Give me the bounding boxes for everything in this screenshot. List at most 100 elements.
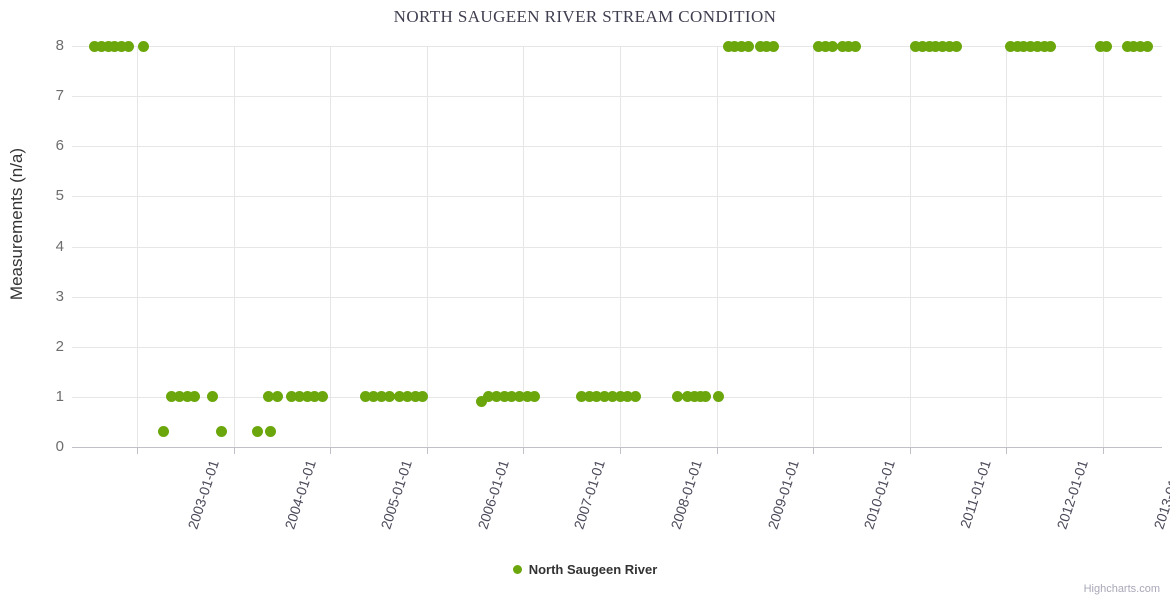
- data-point[interactable]: [287, 392, 297, 402]
- data-point[interactable]: [944, 41, 954, 51]
- data-point[interactable]: [117, 41, 127, 51]
- data-point[interactable]: [522, 392, 532, 402]
- data-point[interactable]: [182, 392, 192, 402]
- data-point[interactable]: [844, 41, 854, 51]
- data-point[interactable]: [623, 392, 633, 402]
- data-point[interactable]: [701, 392, 711, 402]
- data-point[interactable]: [384, 392, 394, 402]
- data-point[interactable]: [911, 41, 921, 51]
- data-point[interactable]: [828, 41, 838, 51]
- data-point[interactable]: [762, 41, 772, 51]
- data-point[interactable]: [1012, 41, 1022, 51]
- data-point[interactable]: [418, 392, 428, 402]
- data-point[interactable]: [1129, 41, 1139, 51]
- x-gridline: [716, 46, 718, 447]
- data-point[interactable]: [1019, 41, 1029, 51]
- data-point[interactable]: [123, 41, 133, 51]
- data-point[interactable]: [938, 41, 948, 51]
- data-point[interactable]: [837, 41, 847, 51]
- data-point[interactable]: [310, 392, 320, 402]
- data-point[interactable]: [103, 41, 113, 51]
- data-point[interactable]: [190, 392, 200, 402]
- data-point[interactable]: [484, 392, 494, 402]
- legend-item-label[interactable]: North Saugeen River: [528, 562, 658, 577]
- data-point[interactable]: [216, 427, 226, 437]
- data-point[interactable]: [814, 41, 824, 51]
- data-point[interactable]: [737, 41, 747, 51]
- data-point[interactable]: [1005, 41, 1015, 51]
- data-point[interactable]: [376, 392, 386, 402]
- data-point[interactable]: [924, 41, 934, 51]
- data-point[interactable]: [730, 41, 740, 51]
- x-axis-tick: [426, 448, 428, 454]
- data-point[interactable]: [89, 41, 99, 51]
- data-point[interactable]: [395, 392, 405, 402]
- data-point[interactable]: [714, 392, 724, 402]
- data-point[interactable]: [584, 392, 594, 402]
- data-point[interactable]: [1026, 41, 1036, 51]
- data-point[interactable]: [530, 392, 540, 402]
- data-point[interactable]: [499, 392, 509, 402]
- data-point[interactable]: [477, 397, 487, 407]
- data-point[interactable]: [1039, 41, 1049, 51]
- data-point[interactable]: [265, 427, 275, 437]
- data-point[interactable]: [917, 41, 927, 51]
- chart-legend[interactable]: North Saugeen River: [0, 562, 1170, 577]
- data-point[interactable]: [695, 392, 705, 402]
- data-point[interactable]: [1032, 41, 1042, 51]
- x-axis-tick-label: 2003-01-01: [184, 458, 222, 532]
- data-point[interactable]: [607, 392, 617, 402]
- data-point[interactable]: [410, 392, 420, 402]
- data-point[interactable]: [1142, 41, 1152, 51]
- data-point[interactable]: [253, 427, 263, 437]
- data-point[interactable]: [576, 392, 586, 402]
- data-point[interactable]: [615, 392, 625, 402]
- data-point[interactable]: [402, 392, 412, 402]
- highcharts-credits[interactable]: Highcharts.com: [1083, 583, 1160, 595]
- x-axis-line: [72, 447, 1162, 448]
- data-point[interactable]: [96, 41, 106, 51]
- data-point[interactable]: [755, 41, 765, 51]
- x-gridline: [233, 46, 235, 447]
- data-point[interactable]: [507, 392, 517, 402]
- data-point[interactable]: [851, 41, 861, 51]
- y-axis-tick-label: 2: [55, 337, 64, 355]
- data-point[interactable]: [175, 392, 184, 402]
- data-point[interactable]: [361, 392, 371, 402]
- data-point[interactable]: [821, 41, 831, 51]
- y-gridline: [72, 46, 1162, 47]
- data-point[interactable]: [723, 41, 733, 51]
- data-point[interactable]: [769, 41, 779, 51]
- data-point[interactable]: [673, 392, 683, 402]
- data-point[interactable]: [600, 392, 610, 402]
- data-point[interactable]: [491, 392, 501, 402]
- data-point[interactable]: [110, 41, 120, 51]
- data-point[interactable]: [263, 392, 273, 402]
- data-point[interactable]: [167, 392, 177, 402]
- data-point[interactable]: [1136, 41, 1146, 51]
- data-point[interactable]: [294, 392, 304, 402]
- data-point[interactable]: [515, 392, 525, 402]
- data-point[interactable]: [158, 427, 168, 437]
- data-point[interactable]: [689, 392, 699, 402]
- data-point[interactable]: [1122, 41, 1132, 51]
- data-point[interactable]: [207, 392, 217, 402]
- data-point[interactable]: [743, 41, 753, 51]
- data-point[interactable]: [931, 41, 941, 51]
- data-point[interactable]: [272, 392, 282, 402]
- data-point[interactable]: [302, 392, 312, 402]
- data-point[interactable]: [630, 392, 640, 402]
- data-point[interactable]: [1095, 41, 1105, 51]
- data-point[interactable]: [369, 392, 379, 402]
- data-point[interactable]: [1102, 41, 1112, 51]
- x-axis-tick-label: 2004-01-01: [281, 458, 319, 532]
- data-point[interactable]: [1046, 41, 1056, 51]
- data-point[interactable]: [592, 392, 602, 402]
- data-point[interactable]: [951, 41, 961, 51]
- x-axis-tick: [1006, 448, 1008, 454]
- x-gridline: [813, 46, 815, 447]
- data-point[interactable]: [317, 392, 327, 402]
- data-point[interactable]: [139, 41, 149, 51]
- data-point[interactable]: [683, 392, 693, 402]
